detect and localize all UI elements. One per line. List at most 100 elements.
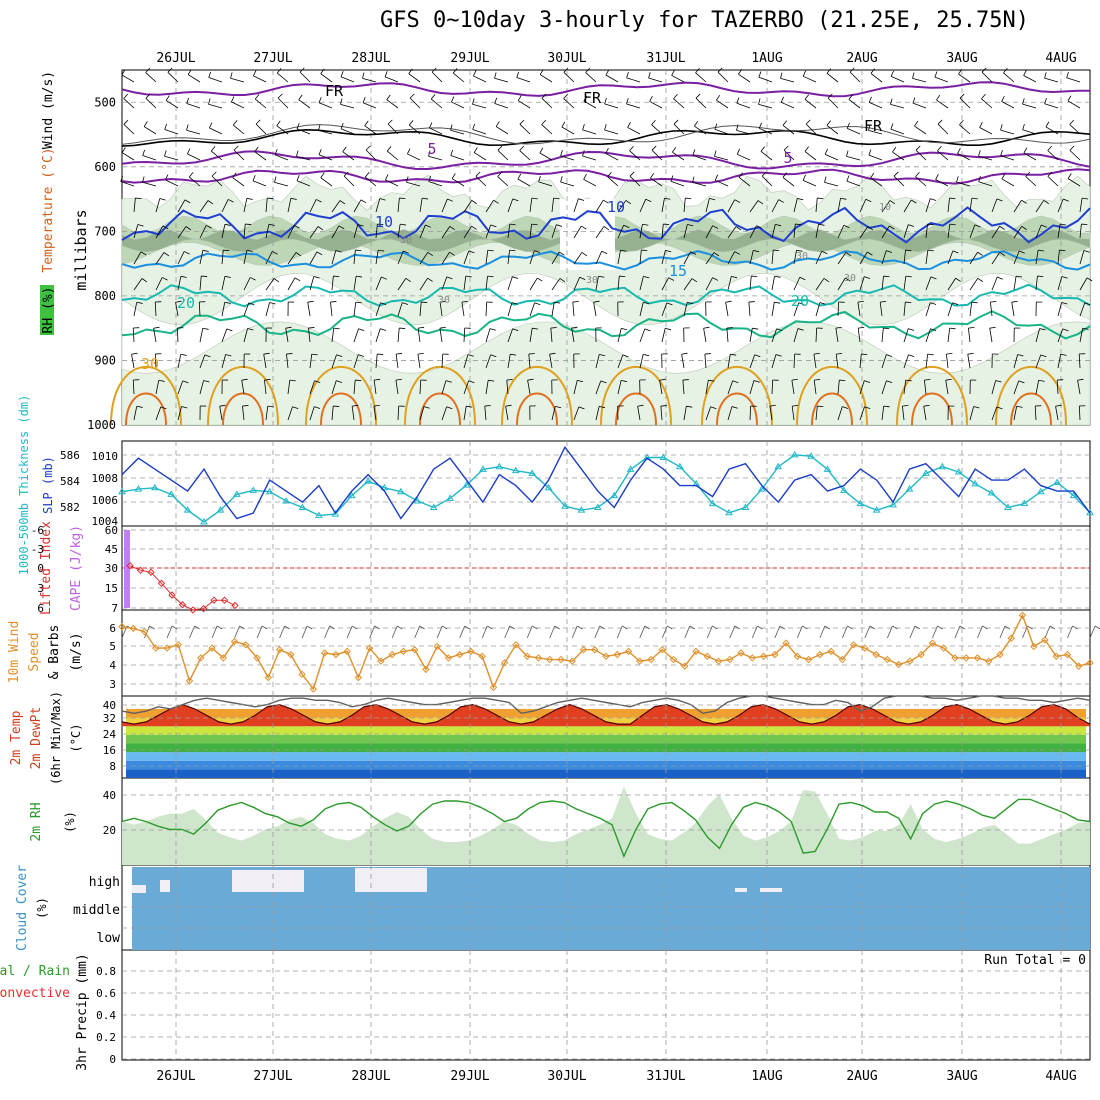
thickness-line xyxy=(121,454,1091,523)
wind-barb xyxy=(649,101,663,109)
wind-barb xyxy=(463,276,467,291)
wind-barb-flag xyxy=(493,199,499,204)
wind-barb-flag xyxy=(959,120,964,126)
wind-barb-flag xyxy=(930,198,937,201)
wind-speed-point xyxy=(624,647,633,656)
wind-barb-flag xyxy=(488,379,495,382)
wind-barb xyxy=(519,150,531,161)
wind-barb-flag xyxy=(519,119,525,125)
wind-barb xyxy=(231,101,245,109)
wind-barb-flag xyxy=(403,250,410,254)
isotherm-30 xyxy=(896,366,968,426)
wind-barb-flag xyxy=(255,119,261,125)
wind-barb-flag xyxy=(692,149,696,156)
wind-barb-flag xyxy=(641,249,648,251)
wind-barb-flag xyxy=(1047,145,1053,151)
wind-speed-point xyxy=(883,655,892,664)
wind-barb xyxy=(165,179,179,187)
wind-barb xyxy=(265,302,270,317)
wind-barb-flag xyxy=(188,172,194,178)
wind-barb-flag xyxy=(182,380,189,384)
wind-barb xyxy=(199,328,204,343)
wind-barb-flag xyxy=(957,148,961,154)
wind-barb-flag xyxy=(599,353,606,357)
wind-barb-flag xyxy=(409,93,415,99)
wind-barb-flag xyxy=(336,380,343,383)
wind-barb-flag xyxy=(181,406,188,409)
thickness-point xyxy=(675,462,684,470)
wind-barb xyxy=(1079,277,1088,291)
wind-barb xyxy=(342,151,355,161)
wind-barb-flag xyxy=(330,301,337,303)
wind-barb xyxy=(507,198,514,213)
wind-barb-flag xyxy=(827,93,833,99)
wind-barb xyxy=(1078,405,1081,421)
wind-barb-flag xyxy=(511,302,518,305)
thickness-point xyxy=(626,465,635,472)
wind-barb xyxy=(714,128,729,135)
wind-barb xyxy=(255,123,267,135)
wind-barb xyxy=(903,276,907,291)
contour-label: 30 xyxy=(141,355,159,373)
ytick-right: 45 xyxy=(105,543,118,556)
wind-barb-flag xyxy=(668,277,675,281)
wind-barb-flag xyxy=(153,326,160,329)
wind-barb xyxy=(459,625,466,639)
thickness-point xyxy=(134,485,143,492)
wind-barb-flag xyxy=(604,124,607,131)
wind-barb xyxy=(495,126,509,135)
wind-barb-flag xyxy=(137,224,144,227)
wind-speed-point xyxy=(309,685,318,693)
wind-barb-flag xyxy=(245,223,252,225)
wind-barb xyxy=(999,625,1006,639)
wind-barb xyxy=(164,129,179,135)
wind-barb-flag xyxy=(864,276,871,279)
wind-barb xyxy=(1022,129,1037,135)
wind-barb xyxy=(837,406,843,421)
xtick-top: 2AUG xyxy=(846,51,877,66)
xtick-bottom: 2AUG xyxy=(846,1069,877,1084)
wind-barb xyxy=(419,302,422,317)
wind-barb xyxy=(309,380,315,395)
wind-barb xyxy=(265,224,270,239)
wind-barb xyxy=(915,149,927,161)
wind-barb xyxy=(683,224,688,239)
wind-barb xyxy=(978,181,993,187)
wind-barb xyxy=(990,302,993,317)
wind-barb-flag xyxy=(537,277,543,282)
wind-barb xyxy=(1013,250,1020,265)
wind-barb xyxy=(595,380,602,395)
wind-barb xyxy=(683,406,687,421)
wind-barb-flag xyxy=(977,251,983,256)
wind-speed-point xyxy=(692,647,700,656)
thickness-point xyxy=(971,479,980,487)
wind-barb xyxy=(771,199,779,213)
isotherm-30 xyxy=(701,366,773,426)
wind-barb xyxy=(320,73,333,83)
wind-barb-flag xyxy=(211,171,217,177)
wind-barb-flag xyxy=(603,199,609,204)
wind-barb-flag xyxy=(475,171,481,177)
rh2m-line xyxy=(121,798,1091,859)
dewpt-line xyxy=(121,695,1091,715)
wind-barb xyxy=(428,155,443,161)
thickness-point xyxy=(807,452,815,459)
wind-barb xyxy=(324,625,330,639)
wind-barb-flag xyxy=(791,378,798,381)
wind-barb xyxy=(145,98,157,109)
wind-speed-point xyxy=(1063,650,1072,659)
wind-barb xyxy=(793,353,796,369)
wind-barb-flag xyxy=(622,354,629,358)
wind-barb-flag xyxy=(225,354,232,357)
wind-barb-flag xyxy=(927,249,934,252)
wind-barb xyxy=(771,224,776,239)
wind-speed-point xyxy=(602,652,610,660)
wind-speed-point xyxy=(872,650,880,659)
label-cloud-pct: (%) xyxy=(35,897,49,919)
cape-bar xyxy=(124,530,130,608)
wind-barb-flag xyxy=(268,223,275,226)
wind-barb-flag xyxy=(650,172,655,179)
wind-barb-flag xyxy=(599,405,606,409)
wind-barb-flag xyxy=(845,252,852,257)
wind-barb xyxy=(539,152,553,161)
